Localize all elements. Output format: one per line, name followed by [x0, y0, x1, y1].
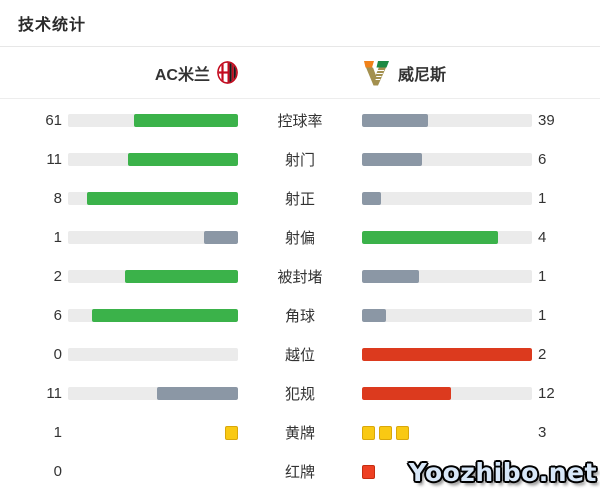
stat-label: 被封堵: [277, 269, 323, 286]
away-bar-fill: [362, 348, 532, 361]
away-value: 6: [538, 151, 547, 168]
away-value: 4: [538, 229, 547, 246]
watermark-logo: Yoozhibo.net: [408, 458, 597, 487]
away-value: 1: [538, 307, 547, 324]
stat-label: 越位: [284, 347, 315, 364]
home-value: 11: [46, 151, 62, 168]
away-bar-fill: [362, 387, 451, 400]
away-bar: [362, 387, 532, 400]
home-value: 6: [53, 307, 62, 324]
stat-row: 6 角球 1: [0, 296, 600, 335]
home-bar: [68, 309, 238, 322]
stat-row: 61 控球率 39: [0, 101, 600, 140]
stat-row: 2 被封堵 1: [0, 257, 600, 296]
away-bar-fill: [362, 309, 387, 322]
home-team: AC米兰: [14, 61, 238, 85]
home-value: 0: [53, 346, 62, 363]
away-bar: [362, 309, 532, 322]
stat-label: 犯规: [284, 386, 315, 403]
away-value: 3: [538, 424, 547, 441]
away-bar: [362, 348, 532, 361]
home-bar: [68, 231, 238, 244]
home-value: 0: [53, 463, 62, 480]
yellow-card-icon: [396, 425, 409, 440]
stat-row: 11 射门 6: [0, 140, 600, 179]
home-value: 1: [53, 229, 62, 246]
away-cards: [362, 464, 532, 479]
home-cards: [68, 465, 238, 479]
team-header: AC米兰: [0, 47, 600, 99]
home-value: 2: [53, 268, 62, 285]
away-team: 威尼斯: [362, 60, 586, 86]
home-bar-fill: [134, 114, 238, 127]
home-bar-fill: [124, 270, 238, 283]
home-bar: [68, 270, 238, 283]
yellow-card-icon: [379, 425, 392, 440]
away-bar: [362, 114, 532, 127]
stat-label: 控球率: [277, 113, 323, 130]
stat-row: 8 射正 1: [0, 179, 600, 218]
away-bar-fill: [362, 192, 381, 205]
stat-row: 1 黄牌 3: [0, 413, 600, 452]
red-card-icon: [362, 464, 375, 479]
away-value: 2: [538, 346, 547, 363]
away-value: 12: [538, 385, 555, 402]
stat-label: 射偏: [284, 230, 315, 247]
away-bar: [362, 231, 532, 244]
away-bar: [362, 153, 532, 166]
away-bar: [362, 270, 532, 283]
home-bar-fill: [128, 153, 238, 166]
yellow-card-icon: [362, 425, 375, 440]
home-bar-fill: [92, 309, 238, 322]
home-team-name: AC米兰: [154, 66, 210, 84]
stat-label: 角球: [284, 308, 315, 325]
stat-row: 0 红牌: [0, 452, 600, 491]
stats-rows: 61 控球率 39 11 射门 6 8 射正 1 1 射偏 4 2 被封堵 1 6 角球 1 0 越位 2 11 犯规 12 1…: [0, 99, 600, 491]
stat-label: 红牌: [284, 464, 315, 481]
home-bar: [68, 348, 238, 361]
away-bar-fill: [362, 231, 498, 244]
home-bar: [68, 114, 238, 127]
page-title: 技术统计: [18, 17, 87, 34]
stat-row: 0 越位 2: [0, 335, 600, 374]
home-bar-fill: [204, 231, 238, 244]
home-bar-fill: [86, 192, 238, 205]
ac-milan-crest-icon: [217, 61, 238, 84]
home-bar: [68, 153, 238, 166]
away-cards: [362, 425, 532, 440]
home-value: 1: [53, 424, 62, 441]
title-bar: 技术统计: [0, 0, 600, 47]
home-cards: [68, 425, 238, 440]
stat-row: 11 犯规 12: [0, 374, 600, 413]
home-bar: [68, 387, 238, 400]
home-value: 11: [46, 385, 62, 402]
home-bar-fill: [156, 387, 238, 400]
home-value: 8: [53, 190, 62, 207]
away-bar: [362, 192, 532, 205]
stat-row: 1 射偏 4: [0, 218, 600, 257]
yellow-card-icon: [225, 425, 238, 440]
stat-label: 黄牌: [284, 425, 315, 442]
away-value: 39: [538, 112, 555, 129]
home-value: 61: [45, 112, 62, 129]
away-value: 1: [538, 268, 547, 285]
stat-label: 射正: [284, 191, 315, 208]
stat-label: 射门: [284, 152, 315, 169]
away-team-name: 威尼斯: [398, 66, 447, 84]
away-bar-fill: [362, 153, 422, 166]
away-value: 1: [538, 190, 547, 207]
away-bar-fill: [362, 270, 419, 283]
away-bar-fill: [362, 114, 429, 127]
venezia-crest-icon: [362, 60, 391, 86]
home-bar: [68, 192, 238, 205]
